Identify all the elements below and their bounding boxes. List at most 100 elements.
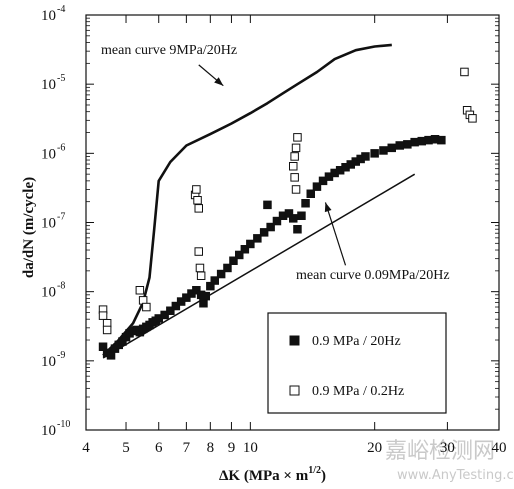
data-point-0-2hz [195,263,205,273]
legend-label: 0.9 MPa / 0.2Hz [312,384,404,399]
data-point-0-2hz [291,185,301,194]
x-tick-label: 40 [492,440,507,456]
watermark: 嘉峪检测网 www.AnyTesting.com [385,439,514,483]
data-point-0-2hz [196,271,206,280]
data-point-20hz [297,211,306,220]
watermark-en: www.AnyTesting.com [397,468,514,483]
data-point-20hz [395,141,404,150]
y-tick-label: 10 -8 [41,281,65,301]
data-point-0-2hz [194,204,203,213]
annotation-label: mean curve 0.09MPa/20Hz [296,268,450,283]
data-point-20hz [403,140,412,149]
data-point-20hz [410,137,419,147]
data-point-0-2hz [192,185,201,194]
y-tick-exponent: -8 [57,281,65,292]
data-point-20hz [206,281,215,291]
x-tick-label: 7 [183,440,191,456]
watermark-cn: 嘉峪检测网 [385,439,495,464]
y-tick-base: 10 [41,216,56,232]
data-point-20hz [223,263,232,273]
data-point-20hz [379,146,388,155]
data-point-20hz [246,239,255,249]
legend-marker-20hz [289,335,300,346]
x-axis-label: ΔK (MPa × m1/2) [219,465,326,484]
data-point-20hz [210,276,219,285]
data-point-20hz [199,299,208,308]
y-tick-label: 10 -9 [41,350,65,370]
data-point-0-2hz [290,173,299,182]
y-tick-base: 10 [41,423,56,439]
y-tick-label: 10 -7 [41,212,65,232]
data-point-20hz [312,182,322,191]
y-tick-exponent: -10 [57,419,70,430]
annotation-arrow [324,202,347,266]
data-point-0-2hz [98,311,108,320]
data-point-0-2hz [291,143,301,153]
legend: 0.9 MPa / 20Hz 0.9 MPa / 0.2Hz [267,312,447,414]
annotation-arrowhead [324,202,332,213]
y-tick-base: 10 [41,354,56,370]
data-point-0-2hz [135,286,145,295]
x-tick-label: 30 [440,440,455,456]
data-point-20hz [437,135,446,145]
data-point-20hz [284,209,294,218]
data-point-20hz [192,286,201,295]
x-tick-label: 5 [122,440,130,456]
x-tick-label: 4 [82,440,90,456]
data-point-0-2hz [293,133,302,142]
data-point-0-2hz [102,325,112,335]
y-axis-label: da/dN (m/cycle) [21,177,37,278]
y-tick-exponent: -9 [57,350,65,361]
data-point-20hz [235,250,244,260]
y-tick-label: 10 -6 [41,142,65,162]
data-point-0-2hz [289,162,298,171]
data-point-20hz [240,245,250,254]
axes [85,14,500,431]
mean-curve-009mpa [102,173,416,359]
data-point-0-2hz [193,196,202,205]
y-tick-exponent: -4 [57,4,65,15]
y-tick-base: 10 [41,285,56,301]
y-tick-exponent: -7 [57,212,65,223]
data-point-20hz [387,143,396,153]
annotation-label: mean curve 9MPa/20Hz [101,43,237,58]
y-tick-base: 10 [41,8,56,24]
data-point-20hz [266,222,275,232]
data-point-20hz [229,256,238,265]
data-point-20hz [253,234,262,243]
data-point-20hz [263,200,272,210]
data-point-20hz [201,291,210,301]
data-point-0-2hz [142,302,151,312]
legend-marker-0-2hz [289,385,300,396]
y-tick-exponent: -5 [57,73,65,84]
data-point-20hz [301,199,310,208]
y-tick-base: 10 [41,146,56,162]
plot-area [98,43,477,360]
data-point-20hz [306,189,315,198]
x-tick-label: 6 [155,440,163,456]
y-tick-base: 10 [41,77,56,93]
data-point-20hz [370,149,379,158]
x-tick-label: 8 [207,440,215,456]
data-point-20hz [166,306,175,315]
data-point-20hz [293,225,302,234]
data-point-0-2hz [468,114,477,123]
data-point-0-2hz [290,152,299,161]
data-point-20hz [289,214,298,223]
annotations: mean curve 9MPa/20Hz mean curve 0.09MPa/2… [101,43,450,283]
y-tick-exponent: -6 [57,142,65,153]
y-tick-label: 10 -4 [41,4,65,24]
data-point-0-2hz [194,247,203,256]
data-point-20hz [272,216,282,226]
data-point-0-2hz [460,67,469,77]
x-tick-label: 20 [367,440,382,456]
y-tick-label: 10 -5 [41,73,65,93]
x-tick-label: 9 [228,440,236,456]
data-point-20hz [259,228,269,237]
data-point-20hz [361,152,370,161]
annotation-arrowhead [214,77,224,86]
x-tick-label: 10 [243,440,258,456]
data-point-20hz [216,269,226,279]
